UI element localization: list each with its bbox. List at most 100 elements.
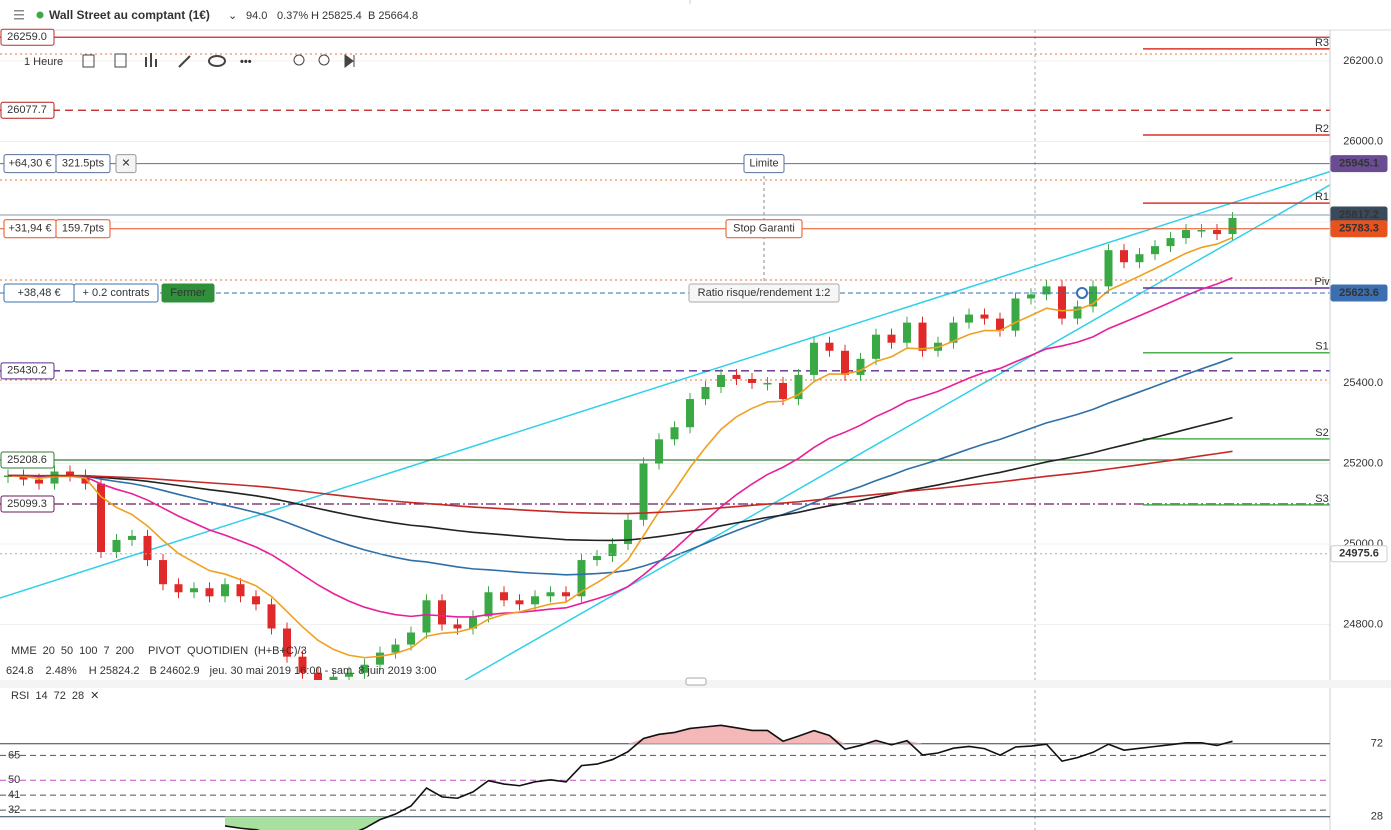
header-bar <box>0 0 1391 30</box>
trend-line-lower[interactable] <box>464 150 1391 680</box>
candle-body <box>298 656 307 673</box>
ema-period: 200 <box>116 645 134 657</box>
close-button-box[interactable] <box>161 283 215 303</box>
candle-body <box>1042 286 1051 295</box>
candle-body <box>686 399 694 428</box>
candle-body <box>903 322 911 343</box>
stop-pts[interactable]: 159.7pts <box>62 223 105 235</box>
candle-body <box>856 358 865 375</box>
rsi-label: RSI <box>11 690 29 702</box>
toolbar: 1 Heure ••• <box>24 53 355 68</box>
pivot-label: PIVOT <box>148 645 181 657</box>
pivot-label: S1 <box>1315 341 1328 353</box>
tool-icon[interactable] <box>208 55 226 67</box>
level-label: 25099.3 <box>7 498 47 510</box>
candle-body <box>887 334 896 343</box>
ema-line <box>7 276 1233 618</box>
stop-label[interactable]: Stop Garanti <box>733 223 795 235</box>
level-label: 25208.6 <box>7 454 47 466</box>
close-button[interactable]: Fermer <box>170 287 206 299</box>
ema-line <box>7 416 1233 542</box>
candle-body <box>996 318 1004 331</box>
candle-body <box>1197 230 1206 232</box>
candle-body <box>50 471 59 484</box>
candle-body <box>329 676 338 680</box>
candle-body <box>918 322 927 351</box>
candle-body <box>407 632 415 645</box>
candle-body <box>376 652 384 665</box>
candle-body <box>484 592 493 617</box>
tool-icon[interactable] <box>82 54 95 68</box>
candle-body <box>670 427 679 440</box>
tool-icon[interactable] <box>178 55 191 68</box>
limit-label-box[interactable] <box>743 154 785 174</box>
candle-body <box>66 471 74 476</box>
change: 94.0 <box>246 10 267 22</box>
candle-body <box>159 560 167 585</box>
price-badge <box>1330 220 1388 238</box>
candle-body <box>748 378 756 383</box>
instrument-title[interactable]: Wall Street au comptant (1€) <box>49 8 210 22</box>
ratio-label-box <box>688 283 840 303</box>
level-label: 26259.0 <box>7 31 47 43</box>
trend-line-upper[interactable] <box>0 152 1391 599</box>
info-low: B 24602.9 <box>150 665 200 677</box>
position-marker[interactable] <box>1076 286 1088 299</box>
open-size[interactable]: + 0.2 contrats <box>83 287 150 299</box>
y-tick-label: 24800.0 <box>1343 618 1383 630</box>
cancel-icon[interactable]: ✕ <box>121 157 130 169</box>
cancel-box[interactable] <box>115 154 137 174</box>
candle-body <box>345 672 353 677</box>
candle-body <box>949 322 958 343</box>
y-tick-label: 25200.0 <box>1343 457 1383 469</box>
limit-pts[interactable]: 321.5pts <box>62 157 105 169</box>
ema-line <box>7 450 1233 515</box>
tool-icon[interactable] <box>114 53 127 68</box>
rsi-line <box>224 724 1233 830</box>
tool-icon[interactable]: ••• <box>240 56 252 68</box>
ema-line <box>7 357 1233 576</box>
limit-label[interactable]: Limite <box>749 157 778 169</box>
rsi-lower: 28 <box>72 690 84 702</box>
candle-body <box>1135 254 1144 263</box>
settings-icon[interactable]: ✕ <box>90 690 99 702</box>
stop-pts-box[interactable] <box>55 219 111 239</box>
candle-body <box>252 596 260 605</box>
candle-body <box>453 624 462 629</box>
zoom-in[interactable] <box>318 54 330 66</box>
divider-handle[interactable] <box>685 677 707 686</box>
zoom-out[interactable] <box>293 54 305 66</box>
candle-body <box>19 475 28 480</box>
play[interactable] <box>344 54 355 68</box>
candle-body <box>1027 294 1035 299</box>
price-badge-label: 25817.2 <box>1339 209 1379 221</box>
candle-body <box>174 584 183 593</box>
rsi-overbought <box>225 725 1233 744</box>
candle-body <box>577 560 586 597</box>
open-pnl[interactable]: +38,48 € <box>17 287 60 299</box>
candle-body <box>779 382 787 400</box>
candle-body <box>422 600 431 633</box>
interval[interactable]: 1 Heure <box>24 56 63 68</box>
candle-body <box>190 588 198 593</box>
tool-icon[interactable] <box>145 53 157 67</box>
candle-body <box>980 314 989 319</box>
candle-body <box>391 644 400 653</box>
candle-body <box>593 556 601 561</box>
candle-body <box>872 334 880 359</box>
limit-pts-box[interactable] <box>55 154 111 174</box>
info-pct: 2.48% <box>46 665 77 677</box>
limit-pnl[interactable]: +64,30 € <box>8 157 51 169</box>
menu-icon[interactable] <box>14 10 24 20</box>
stop-label-box[interactable] <box>725 219 803 239</box>
stop-pnl[interactable]: +31,94 € <box>8 223 51 235</box>
candle-body <box>1011 298 1020 331</box>
candle-body <box>717 374 725 387</box>
candle-body <box>283 628 291 657</box>
ema-label: MME <box>11 645 37 657</box>
open-size-box[interactable] <box>73 283 159 303</box>
dropdown[interactable]: ⌄ <box>228 10 237 22</box>
candle-body <box>732 374 741 379</box>
candle-body <box>515 600 524 605</box>
